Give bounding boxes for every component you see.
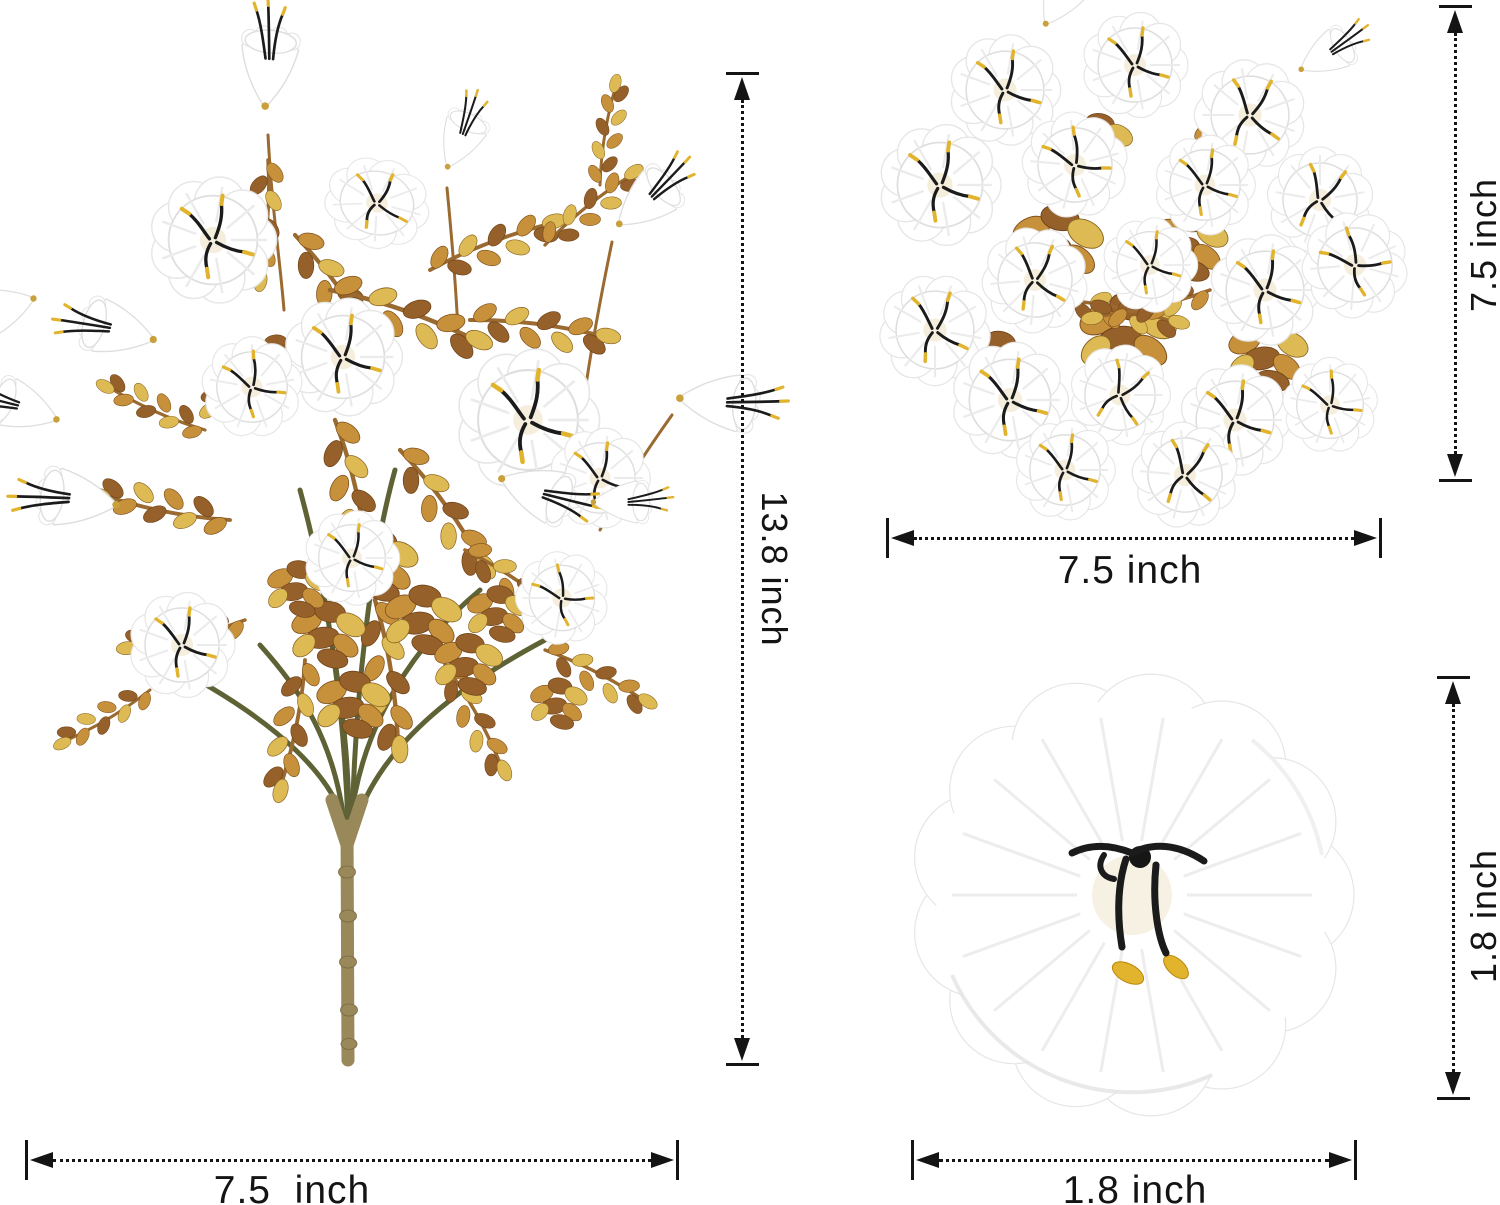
- dimension-cap: [725, 1063, 759, 1066]
- arrow-down-icon: [1445, 1072, 1461, 1095]
- arrow-down-icon: [1447, 454, 1463, 477]
- dotted-line: [1451, 704, 1455, 1072]
- top-view-height-dimension: [1437, 5, 1473, 482]
- dimension-cap: [1438, 479, 1472, 482]
- arrow-up-icon: [1445, 681, 1461, 704]
- flower-head-stamens: [1068, 842, 1208, 985]
- flower-head-figure: [914, 673, 1355, 1117]
- dotted-line: [740, 100, 744, 1038]
- flower-head-height-dimension: [1435, 676, 1471, 1100]
- dotted-line: [939, 1158, 1329, 1162]
- bouquet-height-dimension: [724, 72, 760, 1066]
- arrow-right-icon: [1329, 1152, 1352, 1168]
- flower-head-height-label: 1.8 inch: [1463, 848, 1500, 984]
- bouquet-width-dimension: [25, 1138, 679, 1182]
- top-view-flowers: [870, 0, 1427, 547]
- top-view-width-label: 7.5 inch: [1057, 549, 1203, 592]
- dimension-cap: [1354, 1140, 1357, 1180]
- top-view-height-label: 7.5 inch: [1463, 177, 1500, 313]
- dotted-line: [914, 536, 1354, 540]
- bouquet-height-label: 13.8 inch: [754, 491, 795, 647]
- arrow-right-icon: [1354, 530, 1377, 546]
- arrow-up-icon: [1447, 10, 1463, 33]
- dimension-cap: [676, 1140, 679, 1180]
- dimension-cap: [725, 72, 759, 75]
- dotted-line: [1453, 33, 1457, 454]
- arrow-left-icon: [916, 1152, 939, 1168]
- dimension-cap: [1379, 518, 1382, 558]
- dimension-cap: [911, 1140, 914, 1180]
- flower-head-petals: [914, 673, 1355, 1117]
- top-view-width-dimension: [886, 516, 1382, 560]
- dotted-line: [53, 1158, 651, 1162]
- arrow-up-icon: [734, 77, 750, 100]
- bouquet-side-view-figure: [0, 0, 792, 1067]
- flower-head-width-dimension: [911, 1138, 1357, 1182]
- bouquet-stalk: [325, 793, 369, 1067]
- flower-head-width-label: 1.8 inch: [1062, 1169, 1208, 1205]
- arrow-left-icon: [30, 1152, 53, 1168]
- bouquet-width-label: 7.5 inch: [213, 1169, 371, 1205]
- dimension-cap: [1438, 5, 1472, 8]
- bouquet-top-view-figure: [870, 0, 1427, 547]
- arrow-down-icon: [734, 1038, 750, 1061]
- dimension-cap: [1436, 676, 1470, 679]
- dimension-cap: [1436, 1097, 1470, 1100]
- arrow-left-icon: [891, 530, 914, 546]
- dimension-cap: [25, 1140, 28, 1180]
- arrow-right-icon: [651, 1152, 674, 1168]
- dimension-cap: [886, 518, 889, 558]
